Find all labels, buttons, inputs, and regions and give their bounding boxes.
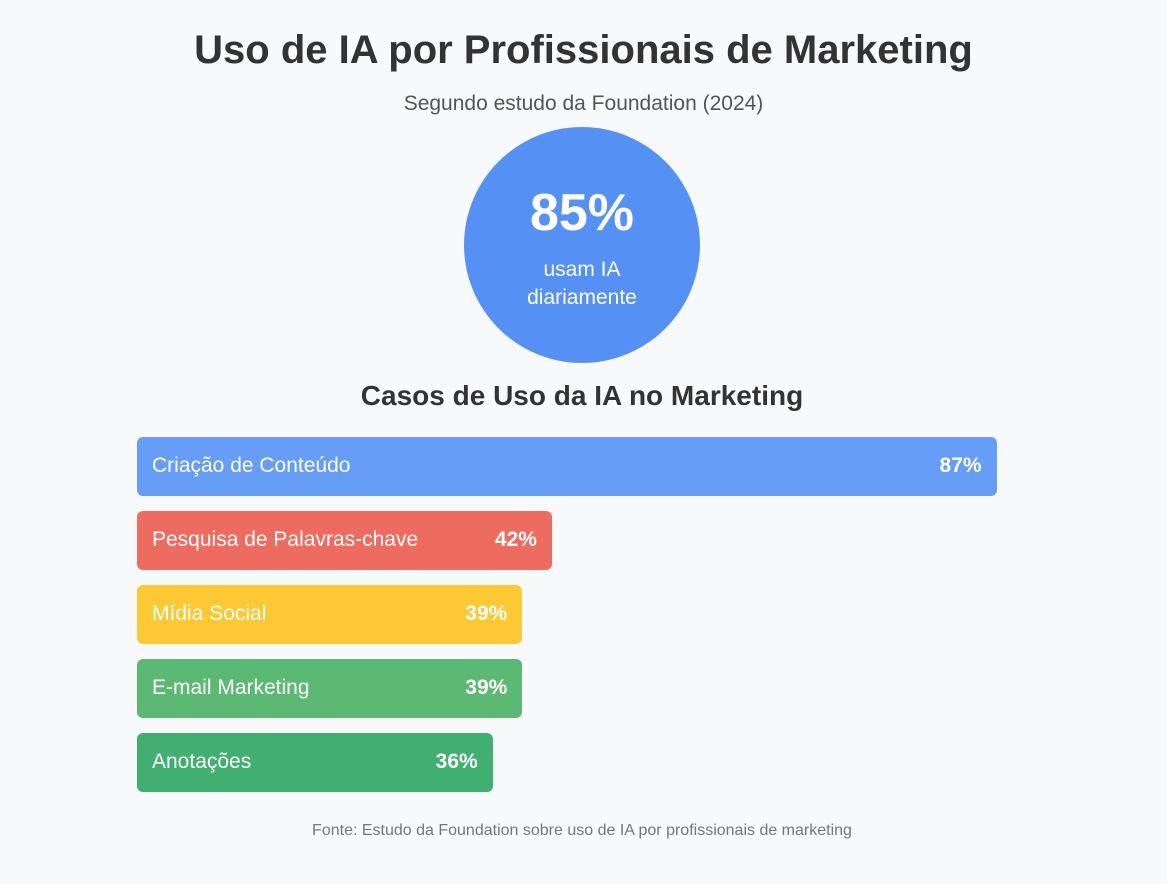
bar-label: Criação de Conteúdo: [152, 454, 351, 477]
bar: Mídia Social 39%: [137, 585, 523, 644]
bar: Pesquisa de Palavras-chave 42%: [137, 511, 552, 570]
bar-value-label: 36%: [435, 750, 478, 773]
bar-label: Anotações: [152, 750, 252, 773]
bar: Criação de Conteúdo 87%: [137, 437, 997, 496]
bar-value-label: 39%: [465, 676, 508, 699]
highlight-caption: usam IA diariamente: [527, 258, 637, 309]
bar-label: Pesquisa de Palavras-chave: [152, 528, 419, 551]
bar-value-label: 87%: [939, 454, 982, 477]
highlight-circle: 85% usam IA diariamente: [464, 127, 700, 363]
bar: E-mail Marketing 39%: [137, 659, 523, 718]
bar-label: E-mail Marketing: [152, 676, 310, 699]
bar-label: Mídia Social: [152, 602, 267, 625]
highlight-value: 85%: [529, 184, 635, 242]
page-subtitle: Segundo estudo da Foundation (2024): [403, 92, 764, 115]
section-title: Casos de Uso da IA no Marketing: [360, 380, 804, 411]
bar: Anotações 36%: [137, 733, 493, 792]
source-footer: Fonte: Estudo da Foundation sobre uso de…: [312, 822, 852, 839]
page-title: Uso de IA por Profissionais de Marketing: [194, 28, 973, 72]
bar-value-label: 39%: [465, 602, 508, 625]
bar-value-label: 42%: [494, 528, 537, 551]
